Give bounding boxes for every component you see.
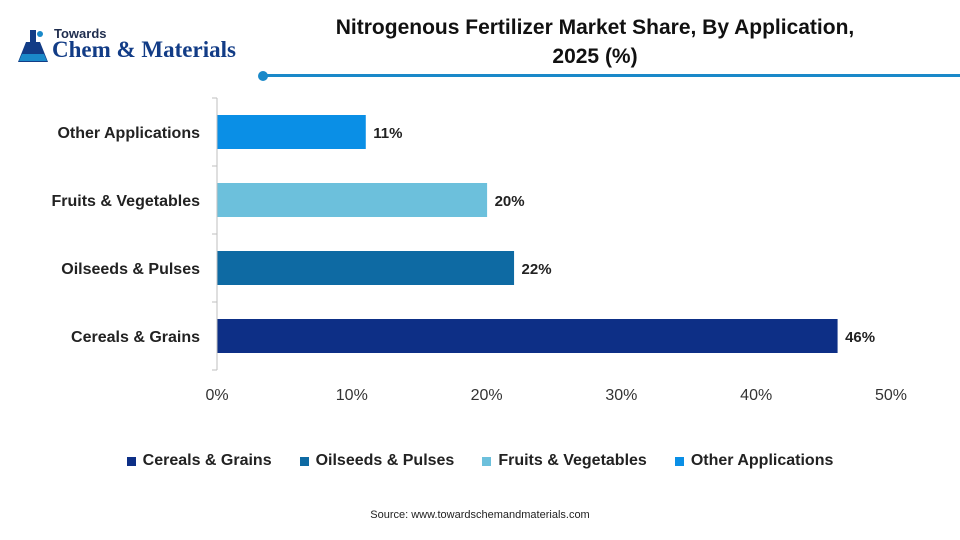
x-tick-label: 50%	[875, 387, 907, 404]
legend-swatch-oilseeds-pulses	[299, 456, 309, 466]
brand-logo: Towards Chem & Materials	[16, 24, 256, 68]
title-divider	[262, 74, 960, 77]
category-label-other-applications: Other Applications	[57, 125, 200, 142]
bar-other-applications	[217, 115, 366, 149]
legend-swatch-fruits-vegetables	[482, 456, 492, 466]
x-tick-label: 40%	[740, 387, 772, 404]
category-label-fruits-vegetables: Fruits & Vegetables	[52, 193, 201, 210]
brand-name: Chem & Materials	[52, 37, 236, 62]
source-note: Source: www.towardschemandmaterials.com	[370, 509, 590, 521]
category-label-cereals-grains: Cereals & Grains	[71, 329, 200, 346]
flask-icon	[18, 30, 48, 62]
brand-top-text: Towards	[54, 26, 107, 41]
data-label-cereals-grains: 46%	[845, 329, 875, 346]
bar-oilseeds-pulses	[217, 251, 515, 285]
legend-label-other-applications: Other Applications	[690, 452, 834, 469]
x-tick-label: 0%	[205, 387, 228, 404]
title-divider-dot	[258, 71, 268, 81]
data-label-oilseeds-pulses: 22%	[522, 261, 552, 278]
category-label-oilseeds-pulses: Oilseeds & Pulses	[61, 261, 200, 278]
chart-legend: Cereals & Grains Oilseeds & Pulses Fruit…	[0, 452, 960, 470]
legend-item-oilseeds-pulses: Oilseeds & Pulses	[299, 452, 455, 470]
chart-title-line-2: 2025 (%)	[552, 45, 638, 68]
legend-swatch-other-applications	[674, 456, 684, 466]
bar-chart: Cereals & Grains 46% Oilseeds & Pulses 22% F…	[52, 97, 907, 404]
legend-item-other-applications: Other Applications	[674, 452, 834, 470]
chart-title: Nitrogenous Fertilizer Market Share, By …	[270, 13, 920, 71]
legend-item-cereals-grains: Cereals & Grains	[126, 452, 272, 470]
legend-label-oilseeds-pulses: Oilseeds & Pulses	[315, 452, 455, 469]
x-tick-label: 30%	[605, 387, 637, 404]
bar-fruits-vegetables	[217, 183, 488, 217]
bar-cereals-grains	[217, 319, 838, 353]
x-tick-label: 20%	[471, 387, 503, 404]
legend-swatch-cereals-grains	[126, 456, 136, 466]
chart-title-line-1: Nitrogenous Fertilizer Market Share, By …	[335, 16, 855, 39]
data-label-other-applications: 11%	[373, 125, 402, 142]
data-label-fruits-vegetables: 20%	[495, 193, 525, 210]
legend-label-cereals-grains: Cereals & Grains	[142, 452, 272, 469]
legend-label-fruits-vegetables: Fruits & Vegetables	[498, 452, 647, 469]
x-tick-label: 10%	[336, 387, 368, 404]
legend-item-fruits-vegetables: Fruits & Vegetables	[482, 452, 647, 470]
